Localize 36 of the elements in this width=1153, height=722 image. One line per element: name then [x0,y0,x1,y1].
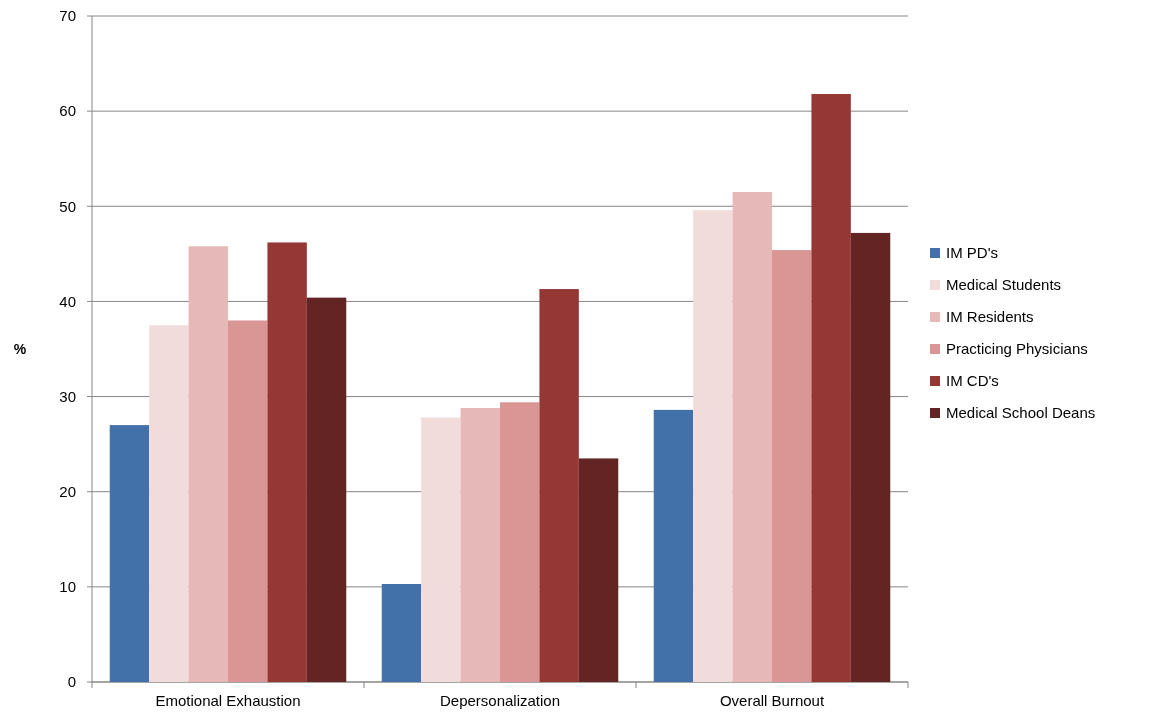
bar [850,232,891,682]
bar [732,192,772,682]
x-tick-label: Emotional Exhaustion [155,692,301,709]
y-tick-label: 0 [67,673,76,691]
legend-label: Practicing Physicians [946,340,1088,358]
y-tick-label: 10 [59,578,76,596]
y-tick-label: 70 [59,7,76,25]
bar [653,409,694,682]
y-tick-label: 60 [59,102,76,120]
bar [460,407,500,682]
bar [811,94,851,682]
y-tick-label: 40 [59,292,76,310]
legend-label: IM Residents [946,308,1034,326]
bar [693,210,733,682]
legend-label: Medical School Deans [946,404,1096,422]
bar [539,289,579,682]
bar [772,250,812,682]
x-tick-label: Depersonalization [439,692,561,709]
bar [109,425,150,682]
bar [267,242,307,682]
bar [149,325,189,682]
bar [381,584,422,682]
bar [228,320,268,682]
bar [500,402,540,682]
x-tick-label: Overall Burnout [719,692,825,709]
bar [421,417,461,682]
bar [578,458,619,682]
y-tick-label: 50 [59,197,76,215]
bar [306,297,347,682]
legend-label: IM PD's [946,244,999,262]
y-axis-title: % [13,340,27,357]
y-tick-label: 20 [59,482,76,500]
legend-label: IM CD's [946,372,999,390]
y-tick-label: 30 [59,387,76,405]
legend-label: Medical Students [946,276,1062,294]
bar [188,246,228,682]
